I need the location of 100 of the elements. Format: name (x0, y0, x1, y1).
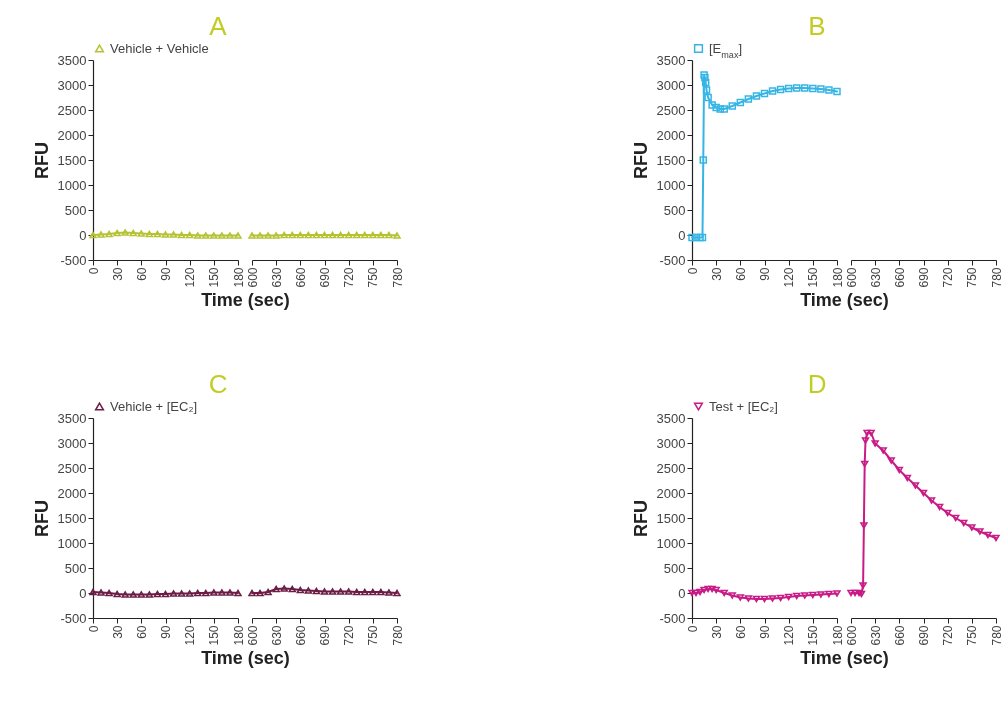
chart-title: C (208, 369, 228, 399)
point (784, 84, 793, 93)
point (736, 98, 745, 107)
x-axis-title: Time (sec) (800, 647, 889, 668)
y-tick-label: -500 (60, 610, 87, 626)
point (861, 437, 870, 444)
y-tick-label: 2500 (656, 460, 686, 476)
point (809, 84, 817, 93)
x-tick-label: 60 (134, 625, 149, 639)
point (744, 595, 753, 602)
x-axis-title: Time (sec) (201, 647, 290, 668)
x-tick-label: 0 (685, 267, 700, 275)
x-tick-label: 600 (245, 267, 260, 288)
x-tick-label: 750 (366, 625, 381, 646)
y-tick-label: -500 (659, 252, 686, 268)
legend-label: Test + [EC₂] (709, 398, 778, 414)
x-tick-label: 750 (366, 267, 381, 288)
point (712, 103, 720, 112)
point (911, 482, 920, 489)
point (859, 582, 867, 589)
x-tick-label: 630 (269, 625, 284, 646)
x-tick-label: 780 (989, 267, 1004, 288)
y-axis-title: RFU (630, 500, 651, 537)
y-tick-label: 3000 (656, 77, 686, 93)
x-tick-label: 90 (758, 625, 772, 639)
chart-title: D (807, 369, 827, 399)
point (776, 85, 785, 94)
point (801, 84, 809, 92)
x-axis-title: Time (sec) (201, 289, 290, 310)
y-tick-label: 0 (79, 227, 87, 243)
y-tick-label: 3500 (656, 410, 686, 426)
point (716, 105, 724, 113)
legend-label: Vehicle + [EC₂] (110, 398, 198, 414)
point (728, 102, 737, 110)
point (768, 87, 777, 95)
x-tick-label: 690 (917, 625, 931, 646)
point (817, 591, 825, 598)
x-tick-label: 150 (806, 267, 821, 288)
y-tick-label: 2500 (656, 102, 686, 118)
x-tick-label: 0 (685, 625, 700, 633)
point (692, 233, 700, 242)
point (879, 447, 887, 454)
point (704, 93, 712, 102)
point (752, 92, 761, 100)
y-tick-label: 2500 (57, 102, 87, 118)
x-tick-label: 780 (989, 625, 1004, 646)
x-tick-label: 780 (390, 267, 405, 288)
x-tick-label: 690 (917, 267, 931, 288)
point (976, 528, 984, 535)
y-tick-label: 1500 (57, 152, 87, 168)
x-tick-label: 660 (892, 625, 907, 646)
point (833, 87, 841, 96)
line-series (688, 585, 841, 603)
point (744, 95, 753, 103)
x-tick-label: 30 (110, 625, 125, 639)
x-tick-label: 180 (830, 625, 845, 646)
point (720, 105, 728, 113)
x-tick-label: 150 (207, 625, 222, 646)
y-tick-label: 1000 (57, 177, 87, 193)
x-tick-label: 30 (110, 267, 125, 281)
x-tick-label: 0 (86, 625, 101, 633)
point (736, 594, 745, 601)
legend-label: [E$_{max}$] (709, 40, 743, 60)
x-tick-label: 660 (293, 625, 308, 646)
point (825, 86, 833, 94)
x-tick-label: 180 (231, 625, 246, 646)
point (792, 84, 801, 92)
x-tick-label: 180 (231, 267, 246, 288)
x-tick-label: 720 (342, 625, 357, 646)
x-tick-label: 690 (318, 625, 332, 646)
y-tick-label: 3500 (57, 52, 87, 68)
x-tick-label: 120 (183, 267, 198, 288)
y-tick-label: 1000 (57, 535, 87, 551)
point (728, 592, 737, 599)
y-tick-label: 1500 (57, 510, 87, 526)
legend-label: Vehicle + Vehicle (110, 40, 209, 56)
x-axis-title: Time (sec) (800, 289, 889, 310)
y-axis-title: RFU (31, 500, 52, 537)
x-tick-label: 630 (868, 267, 883, 288)
y-tick-label: 0 (79, 585, 87, 601)
y-axis-title: RFU (630, 142, 651, 179)
y-tick-label: -500 (60, 252, 87, 268)
y-tick-label: 3000 (57, 435, 87, 451)
point (833, 590, 841, 597)
y-tick-label: 3500 (57, 410, 87, 426)
x-tick-label: 120 (782, 267, 797, 288)
x-tick-label: 90 (758, 267, 772, 281)
point (698, 233, 707, 242)
x-tick-label: 780 (390, 625, 405, 646)
x-tick-label: 90 (159, 267, 173, 281)
x-tick-label: 630 (868, 625, 883, 646)
y-tick-label: 2000 (656, 127, 686, 143)
y-tick-label: 1000 (656, 535, 686, 551)
point (968, 524, 976, 531)
y-tick-label: 2000 (57, 127, 87, 143)
x-tick-label: 720 (941, 267, 956, 288)
x-tick-label: 90 (159, 625, 173, 639)
point (708, 101, 716, 109)
point (702, 86, 711, 94)
point (871, 440, 879, 447)
